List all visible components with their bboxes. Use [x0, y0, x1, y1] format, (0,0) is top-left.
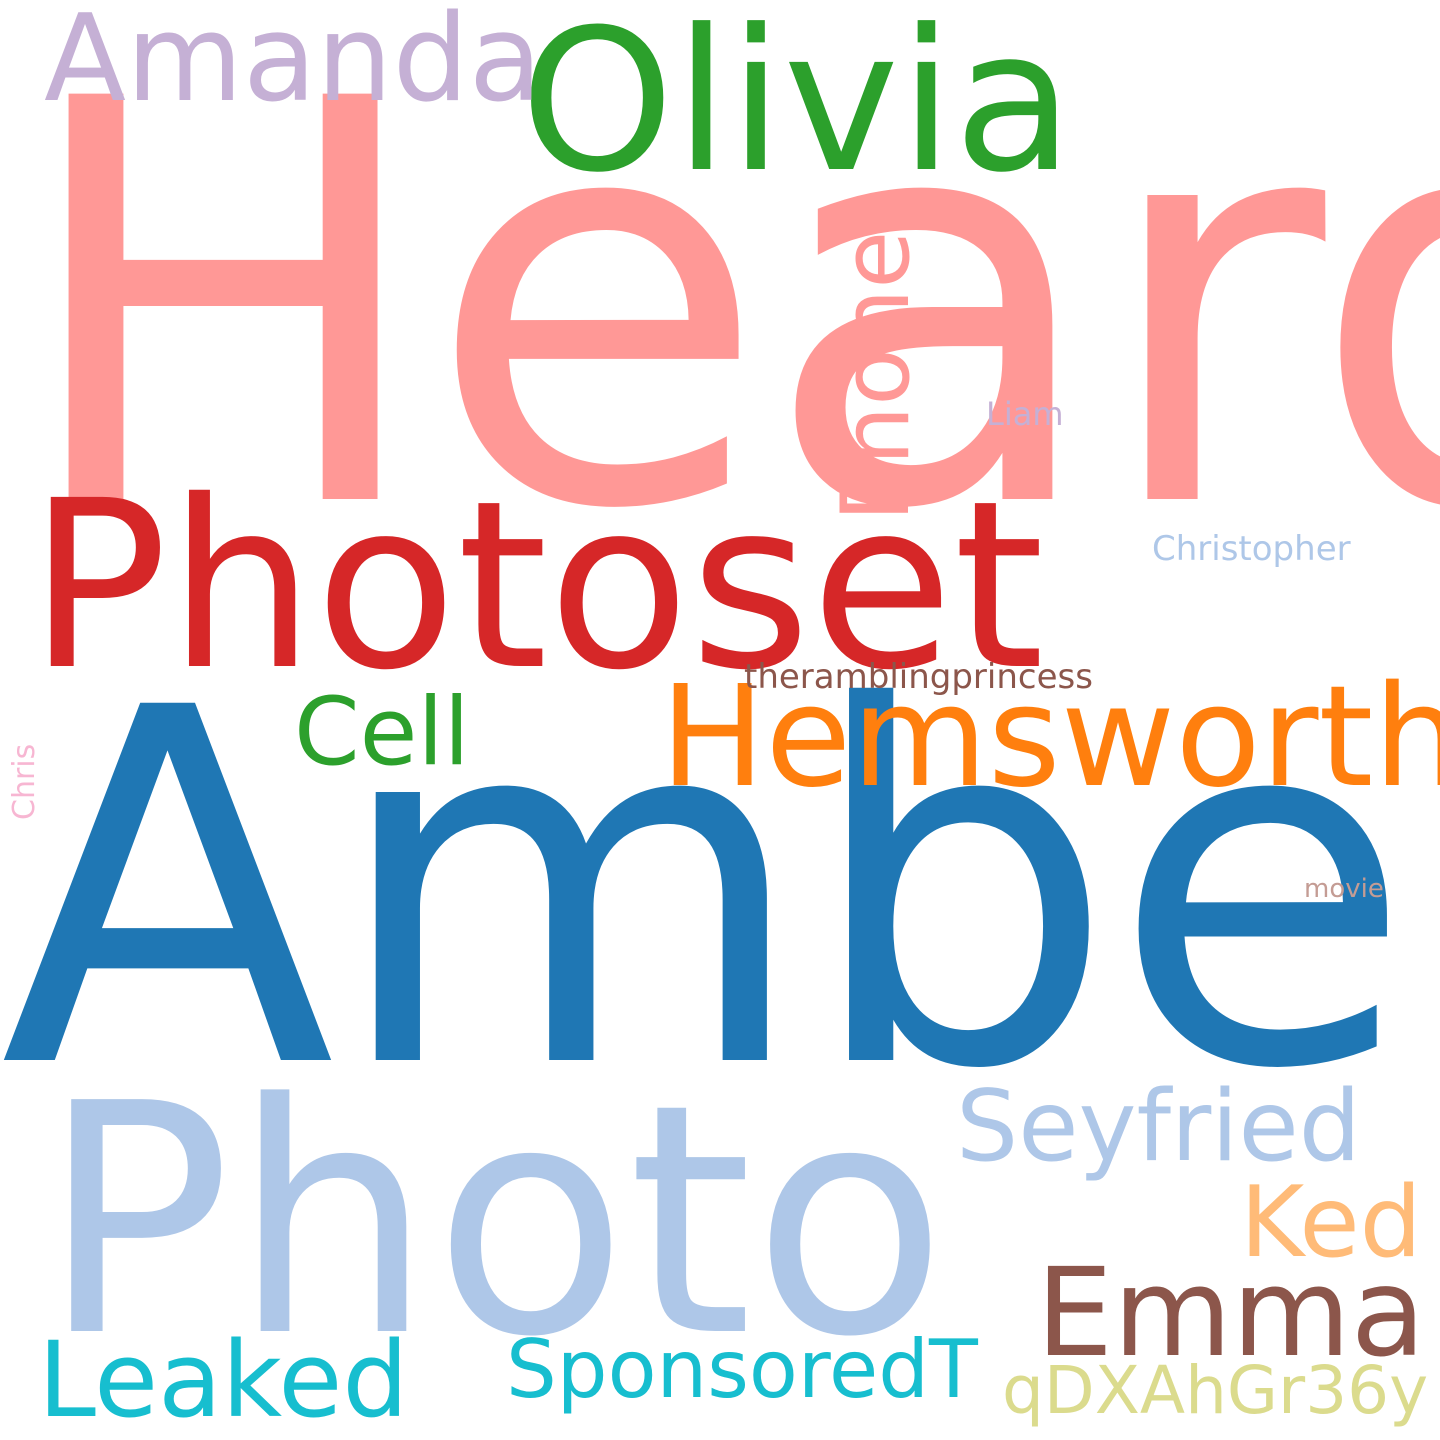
word-chris: Chris [7, 743, 42, 820]
word-olivia: Olivia [520, 0, 1074, 216]
word-heard: Heard [14, 0, 1440, 631]
word-theramblingprincess: theramblingprincess [744, 657, 1093, 697]
word-emma: Emma [1036, 1242, 1426, 1384]
word-leaked: Leaked [38, 1319, 409, 1440]
word-qdxahgr36y: qDXAhGr36y [1002, 1352, 1429, 1429]
word-liam: Liam [986, 395, 1064, 433]
word-seyfried: Seyfried [956, 1070, 1362, 1184]
word-amber: Amber [0, 605, 1440, 1176]
word-hemsworth: Hemsworth [660, 656, 1440, 819]
word-amanda: Amanda [44, 0, 543, 129]
word-sponsoredt: SponsoredT [506, 1323, 978, 1416]
word-movie: movie [1304, 874, 1384, 904]
word-photo: Photo [40, 1036, 948, 1406]
word-christopher: Christopher [1152, 529, 1351, 569]
word-phone: Phone [822, 230, 931, 522]
word-cell: Cell [294, 678, 470, 787]
word-ked: Ked [1240, 1166, 1422, 1280]
word-photoset: Photoset [28, 451, 1045, 721]
